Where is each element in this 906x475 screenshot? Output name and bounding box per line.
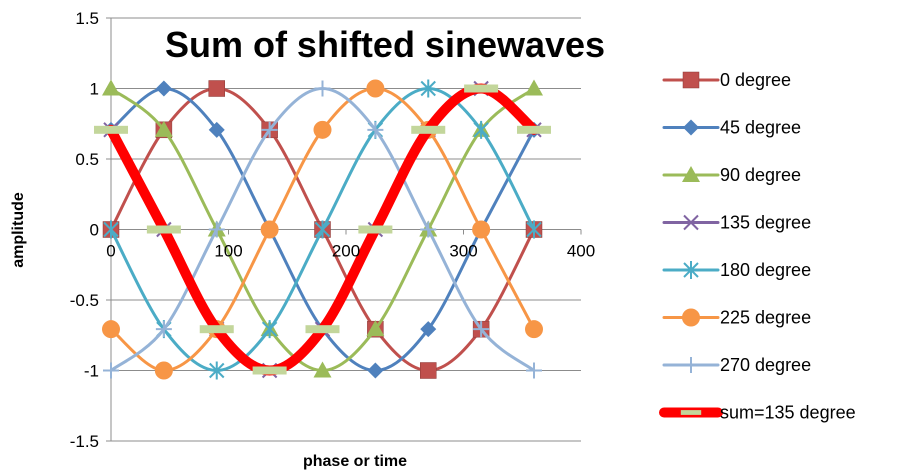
data-point	[472, 220, 491, 239]
tick-labels: -1.5 -1 -0.5 0 0.5 1 1.5 0 100 200 300 400	[70, 9, 595, 451]
data-point	[209, 361, 225, 380]
data-point	[261, 320, 278, 339]
legend-label: 135 degree	[720, 213, 811, 233]
legend-item-0-degree: 0 degree	[662, 70, 791, 90]
legend-item-90-degree: 90 degree	[662, 165, 801, 185]
data-point	[420, 221, 437, 238]
data-point	[420, 362, 437, 379]
data-point	[526, 220, 542, 239]
data-point	[103, 362, 119, 379]
y-tick-label: -1.5	[70, 432, 99, 451]
data-point	[260, 220, 279, 239]
x-tick-label: 400	[567, 242, 595, 261]
data-point	[208, 121, 225, 138]
legend-item-135-degree: 135 degree	[662, 213, 811, 233]
legend-label: 45 degree	[720, 118, 801, 138]
data-point	[366, 79, 385, 98]
legend: 0 degree 45 degree 90 degree 135 degree 180 …	[659, 70, 856, 423]
data-point	[102, 79, 120, 96]
data-point	[411, 125, 446, 134]
legend-marker	[683, 214, 699, 231]
data-point	[525, 79, 543, 96]
legend-label: 270 degree	[720, 355, 811, 375]
x-axis-title: phase or time	[303, 453, 407, 470]
x-tick-label: 300	[449, 242, 477, 261]
data-point	[464, 84, 499, 93]
data-point	[313, 361, 332, 378]
legend-marker	[683, 119, 699, 136]
legend-item-sum-135-degree: sum=135 degree	[659, 403, 856, 423]
series-270-degree	[103, 80, 542, 379]
data-point	[261, 121, 278, 138]
data-point	[517, 125, 551, 134]
legend-label: 90 degree	[720, 165, 801, 185]
x-tick-label: 0	[106, 242, 115, 261]
data-point	[208, 80, 225, 97]
data-point	[305, 325, 340, 334]
x-tick-label: 200	[332, 242, 360, 261]
data-point	[367, 362, 384, 379]
legend-marker	[682, 71, 700, 89]
data-point	[94, 125, 128, 134]
data-point	[473, 120, 489, 139]
series-225-degree	[102, 79, 543, 380]
legend-label: 0 degree	[720, 70, 791, 90]
legend-item-45-degree: 45 degree	[662, 118, 801, 138]
data-point	[103, 220, 119, 239]
data-point	[199, 325, 234, 334]
y-tick-label: 0.5	[75, 150, 99, 169]
y-tick-label: 1	[90, 80, 99, 99]
data-point	[314, 80, 331, 97]
legend-marker	[683, 357, 699, 373]
data-point	[420, 79, 436, 98]
legend-label: 225 degree	[720, 308, 811, 328]
series-layer	[94, 79, 551, 380]
legend-marker	[680, 410, 702, 415]
chart-title: Sum of shifted sinewaves	[165, 24, 605, 65]
legend-item-180-degree: 180 degree	[662, 260, 811, 280]
data-point	[154, 120, 173, 137]
data-point	[155, 80, 172, 97]
legend-marker	[682, 308, 700, 327]
legend-item-270-degree: 270 degree	[662, 355, 811, 375]
data-point	[155, 321, 172, 338]
x-tick-label: 100	[214, 242, 242, 261]
data-point	[366, 320, 385, 337]
data-point	[146, 225, 181, 234]
data-point	[102, 320, 120, 339]
legend-marker	[683, 261, 699, 279]
y-tick-label: -1	[84, 362, 99, 381]
series-sum-135-degree	[94, 83, 551, 376]
y-tick-label: 1.5	[75, 9, 99, 28]
legend-label: 180 degree	[720, 260, 811, 280]
data-point	[313, 120, 332, 139]
legend-label: sum=135 degree	[720, 403, 856, 423]
data-point	[252, 366, 287, 375]
y-tick-label: -0.5	[70, 291, 99, 310]
data-point	[358, 225, 393, 234]
y-axis-title: amplitude	[10, 192, 27, 268]
y-tick-label: 0	[90, 221, 99, 240]
legend-item-225-degree: 225 degree	[662, 308, 811, 328]
data-point	[473, 321, 490, 338]
legend-marker	[682, 166, 700, 182]
data-point	[367, 121, 384, 138]
data-point	[154, 361, 173, 380]
data-point	[420, 321, 437, 338]
data-point	[526, 362, 542, 379]
data-point	[525, 320, 543, 339]
data-point	[208, 221, 225, 238]
data-point	[314, 220, 331, 239]
